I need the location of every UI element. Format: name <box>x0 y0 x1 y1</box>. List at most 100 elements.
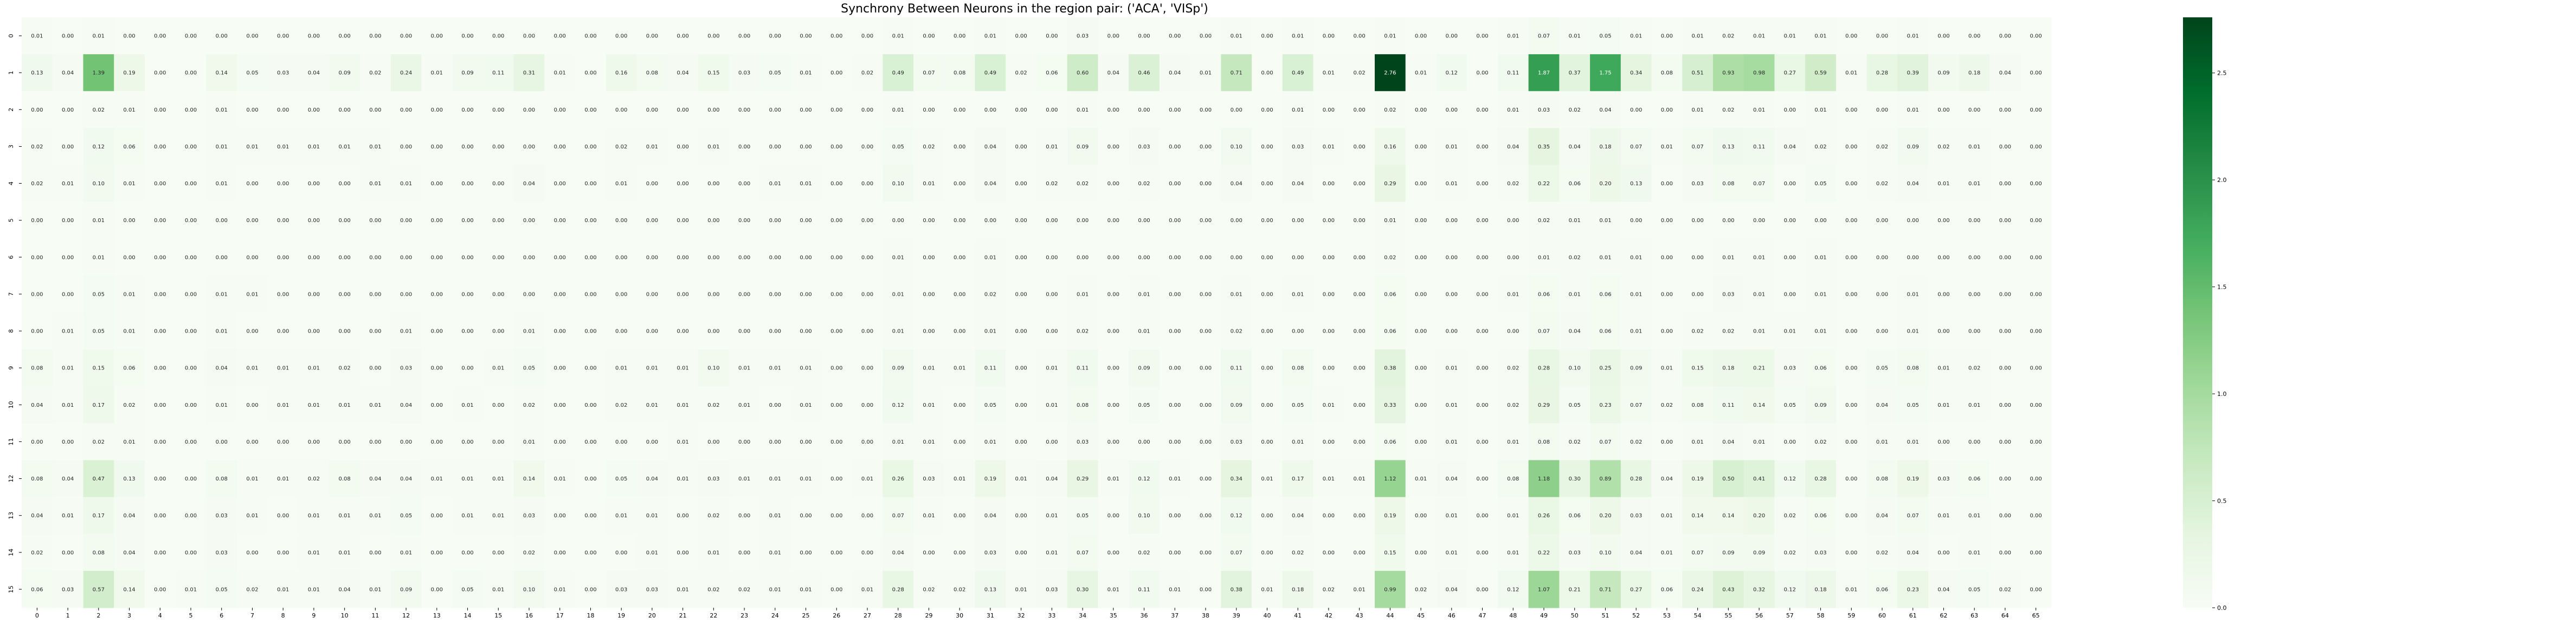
heatmap-cell <box>298 460 330 498</box>
cell-value-label: 0.00 <box>769 107 781 113</box>
heatmap-cell <box>1682 497 1714 535</box>
cell-value-label: 0.03 <box>1046 587 1058 593</box>
heatmap-cell <box>267 313 299 350</box>
cell-value-label: 1.87 <box>1538 70 1550 76</box>
cell-value-label: 0.00 <box>1046 34 1058 40</box>
cell-value-label: 0.00 <box>677 550 689 556</box>
cell-value-label: 0.00 <box>1845 181 1857 187</box>
heatmap-cell <box>1313 91 1344 128</box>
heatmap-cell <box>1436 128 1467 166</box>
cell-value-label: 0.05 <box>93 329 105 335</box>
heatmap-cell <box>636 386 668 424</box>
cell-value-label: 0.00 <box>830 70 842 76</box>
heatmap-cell <box>1405 534 1437 571</box>
heatmap-cell <box>1620 17 1652 55</box>
cell-value-label: 0.02 <box>1384 107 1396 113</box>
cell-value-label: 0.10 <box>93 181 105 187</box>
cell-value-label: 0.00 <box>554 181 566 187</box>
heatmap-cell <box>421 17 453 55</box>
cell-value-label: 0.02 <box>615 144 627 150</box>
cell-value-label: 0.02 <box>984 291 996 297</box>
cell-value-label: 0.00 <box>308 255 320 261</box>
heatmap-cell <box>883 128 914 166</box>
cell-value-label: 0.01 <box>1661 144 1673 150</box>
heatmap-cell <box>1743 165 1775 203</box>
heatmap-cell <box>1928 165 1960 203</box>
cell-value-label: 0.01 <box>1077 291 1089 297</box>
cell-value-label: 0.00 <box>1446 107 1458 113</box>
heatmap-cell <box>1989 349 2021 387</box>
heatmap-cell <box>452 349 484 387</box>
heatmap-cell <box>452 275 484 313</box>
cell-value-label: 0.00 <box>154 70 166 76</box>
heatmap-cell <box>298 91 330 128</box>
cell-value-label: 0.00 <box>400 291 412 297</box>
heatmap-cell <box>1620 570 1652 608</box>
cell-value-label: 0.00 <box>431 513 443 519</box>
heatmap-cell <box>790 128 822 166</box>
cell-value-label: 0.00 <box>1845 34 1857 40</box>
heatmap-cell <box>913 570 945 608</box>
cell-value-label: 0.00 <box>1261 255 1273 261</box>
cell-value-label: 0.00 <box>861 218 873 224</box>
heatmap-cell <box>267 423 299 461</box>
cell-value-label: 0.04 <box>523 181 535 187</box>
heatmap-cell <box>1559 349 1590 387</box>
cell-value-label: 0.00 <box>584 144 596 150</box>
cell-value-label: 0.01 <box>1415 70 1427 76</box>
cell-value-label: 0.17 <box>1292 476 1304 482</box>
cell-value-label: 0.06 <box>1814 366 1826 372</box>
cell-value-label: 0.04 <box>31 513 43 519</box>
heatmap-cell <box>1436 313 1467 350</box>
heatmap-cell <box>22 54 53 92</box>
heatmap-cell <box>1467 238 1498 276</box>
cell-value-label: 0.05 <box>93 291 105 297</box>
heatmap-cell <box>83 313 114 350</box>
heatmap-cell <box>913 238 945 276</box>
heatmap-cell <box>206 91 237 128</box>
heatmap-cell <box>1467 386 1498 424</box>
cell-value-label: 0.00 <box>62 291 74 297</box>
heatmap-cell <box>1313 128 1344 166</box>
cell-value-label: 0.01 <box>492 476 504 482</box>
heatmap-cell <box>1467 165 1498 203</box>
heatmap-cell <box>1590 460 1621 498</box>
cell-value-label: 0.00 <box>1261 366 1273 372</box>
heatmap-cell <box>1159 54 1191 92</box>
cell-value-label: 0.00 <box>1999 402 2011 408</box>
heatmap-cell <box>606 17 637 55</box>
cell-value-label: 0.02 <box>861 70 873 76</box>
heatmap-cell <box>1682 54 1714 92</box>
cell-value-label: 0.00 <box>400 255 412 261</box>
heatmap-cell <box>1006 534 1037 571</box>
heatmap-cell <box>1036 91 1068 128</box>
cell-value-label: 0.00 <box>1138 439 1150 445</box>
heatmap-cell <box>1129 91 1160 128</box>
heatmap-cell <box>1713 238 1744 276</box>
heatmap-cell <box>729 423 760 461</box>
heatmap-cell <box>329 570 360 608</box>
cell-value-label: 0.01 <box>1046 513 1058 519</box>
cell-value-label: 0.14 <box>523 476 535 482</box>
cell-value-label: 0.00 <box>800 439 812 445</box>
heatmap-cell <box>2020 128 2052 166</box>
cell-value-label: 0.09 <box>1937 70 1949 76</box>
heatmap-cell <box>944 275 976 313</box>
cell-value-label: 0.01 <box>677 476 689 482</box>
cell-value-label: 0.01 <box>1937 366 1949 372</box>
cell-value-label: 0.02 <box>1231 329 1242 335</box>
cell-value-label: 0.17 <box>93 513 105 519</box>
heatmap-cell <box>575 349 607 387</box>
heatmap-cell <box>1836 313 1867 350</box>
heatmap-cell <box>2020 91 2052 128</box>
x-tick-label: 56 <box>1755 612 1763 619</box>
heatmap-cell <box>1129 386 1160 424</box>
heatmap-cell <box>606 497 637 535</box>
cell-value-label: 0.00 <box>1138 255 1150 261</box>
cell-value-label: 0.00 <box>154 329 166 335</box>
cell-value-label: 0.01 <box>923 513 935 519</box>
cell-value-label: 0.01 <box>369 587 381 593</box>
heatmap-cell <box>1713 534 1744 571</box>
cell-value-label: 0.00 <box>1476 439 1488 445</box>
